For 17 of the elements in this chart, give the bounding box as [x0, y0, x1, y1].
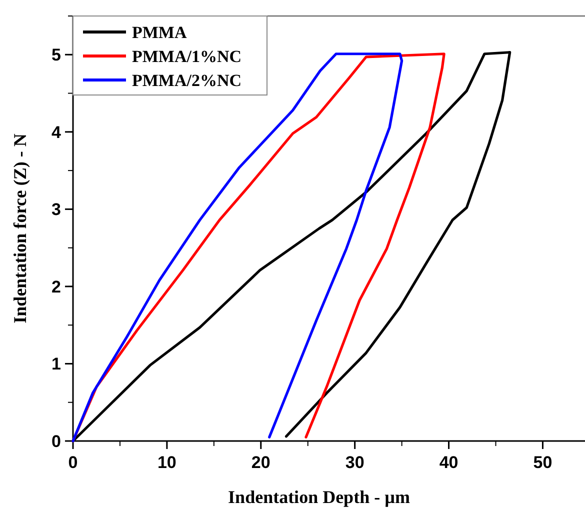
x-tick-label: 40: [439, 453, 458, 472]
y-tick-label: 0: [52, 432, 61, 451]
legend-label: PMMA: [132, 22, 188, 42]
y-tick-label: 3: [52, 200, 61, 220]
x-tick-label: 10: [157, 453, 176, 472]
legend-label: PMMA/2%NC: [132, 70, 242, 90]
x-tick-label: 50: [533, 453, 552, 472]
legend-label: PMMA/1%NC: [132, 46, 242, 66]
y-axis-title: Indentation force (Z) - N: [10, 134, 30, 324]
x-axis-title: Indentation Depth - µm: [228, 487, 410, 507]
y-tick-label: 2: [52, 277, 61, 296]
x-tick-label: 30: [345, 453, 364, 472]
y-tick-label: 1: [52, 354, 61, 374]
y-tick-label: 5: [52, 46, 61, 65]
x-tick-label: 0: [68, 453, 78, 472]
x-tick-label: 20: [251, 453, 270, 472]
y-tick-label: 4: [52, 122, 62, 142]
